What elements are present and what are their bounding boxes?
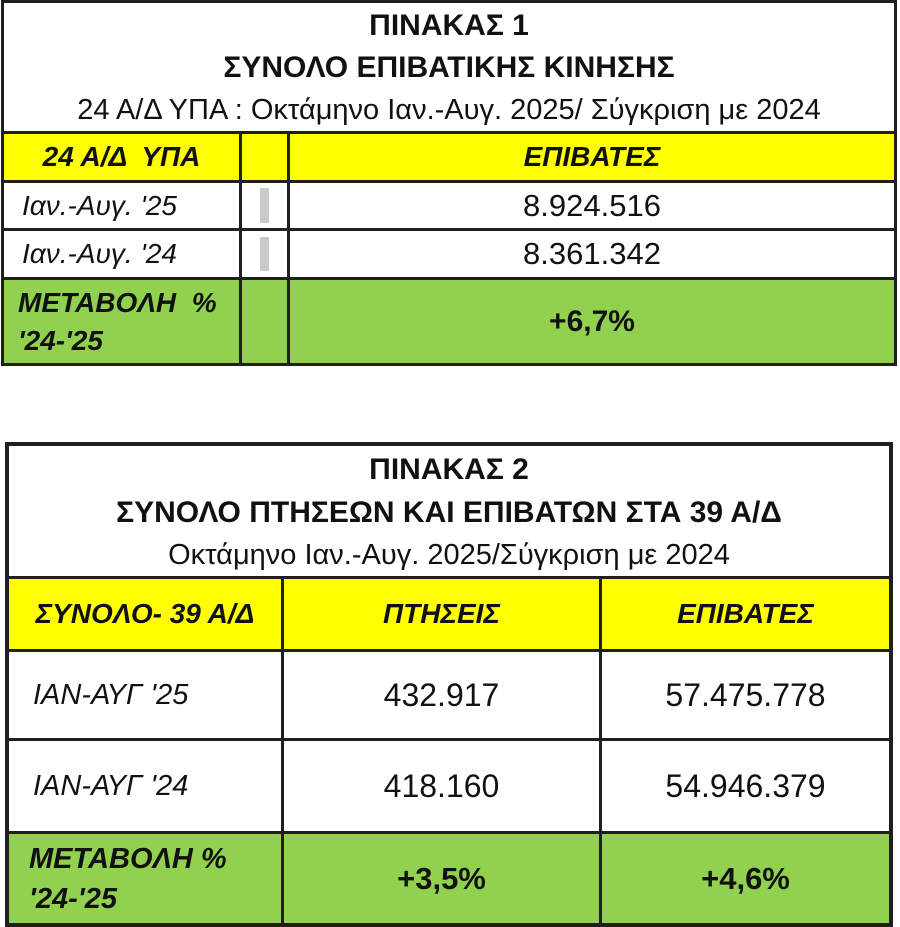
table2-title-block: ΠΙΝΑΚΑΣ 2 ΣΥΝΟΛΟ ΠΤΗΣΕΩΝ ΚΑΙ ΕΠΙΒΑΤΩΝ ΣΤ… bbox=[9, 446, 889, 576]
table2-header-flights: ΠΤΗΣΕΙΣ bbox=[284, 579, 599, 649]
table1-row-2025-spacer bbox=[242, 183, 287, 228]
table1-change-label-line2: '24-'25 bbox=[18, 324, 103, 356]
table1-header-spacer bbox=[242, 134, 287, 180]
table2-row-2025-passengers: 57.475.778 bbox=[602, 652, 889, 738]
table2-subtitle-period: Οκτάμηνο Ιαν.-Αυγ. 2025/Σύγκριση με 2024 bbox=[168, 539, 730, 571]
table2-header-total: ΣΥΝΟΛΟ- 39 Α/Δ bbox=[9, 579, 281, 649]
table2-row-2024-flights: 418.160 bbox=[284, 741, 599, 831]
table1-passenger-traffic: ΠΙΝΑΚΑΣ 1 ΣΥΝΟΛΟ ΕΠΙΒΑΤΙΚΗΣ ΚΙΝΗΣΗΣ 24 Α… bbox=[1, 0, 897, 366]
table1-change-label: ΜΕΤΑΒΟΛΗ % '24-'25 bbox=[4, 280, 239, 363]
vertical-gray-marker bbox=[260, 236, 269, 272]
table2-subtitle-main: ΣΥΝΟΛΟ ΠΤΗΣΕΩΝ ΚΑΙ ΕΠΙΒΑΤΩΝ ΣΤΑ 39 Α/Δ bbox=[116, 496, 782, 529]
table1-row-2024-spacer bbox=[242, 231, 287, 277]
table2-change-flights: +3,5% bbox=[284, 834, 599, 923]
table2-row-2024-label: ΙΑΝ-ΑΥΓ '24 bbox=[9, 741, 281, 831]
table1-row-2024-passengers: 8.361.342 bbox=[290, 231, 894, 277]
vertical-gray-marker bbox=[260, 188, 269, 223]
table2-change-label: ΜΕΤΑΒΟΛΗ % '24-'25 bbox=[9, 834, 281, 923]
table1-row-2025-passengers: 8.924.516 bbox=[290, 183, 894, 228]
table2-header-passengers: ΕΠΙΒΑΤΕΣ bbox=[602, 579, 889, 649]
table1-change-passengers: +6,7% bbox=[290, 280, 894, 363]
table1-change-spacer bbox=[242, 280, 287, 363]
table1-row-2024-label: Ιαν.-Αυγ. '24 bbox=[4, 231, 239, 277]
table2-change-label-line1: ΜΕΤΑΒΟΛΗ % bbox=[29, 842, 227, 875]
table1-header-airports: 24 Α/Δ ΥΠΑ bbox=[4, 134, 239, 180]
table1-title-block: ΠΙΝΑΚΑΣ 1 ΣΥΝΟΛΟ ΕΠΙΒΑΤΙΚΗΣ ΚΙΝΗΣΗΣ 24 Α… bbox=[4, 3, 894, 131]
table1-change-label-line1: ΜΕΤΑΒΟΛΗ % bbox=[18, 286, 217, 318]
table2-change-label-line2: '24-'25 bbox=[29, 882, 117, 915]
table2-row-2025-label: ΙΑΝ-ΑΥΓ '25 bbox=[9, 652, 281, 738]
table1-subtitle-main: ΣΥΝΟΛΟ ΕΠΙΒΑΤΙΚΗΣ ΚΙΝΗΣΗΣ bbox=[223, 51, 675, 84]
table1-title: ΠΙΝΑΚΑΣ 1 bbox=[369, 9, 529, 42]
table2-row-2024-passengers: 54.946.379 bbox=[602, 741, 889, 831]
table2-change-passengers: +4,6% bbox=[602, 834, 889, 923]
table2-title: ΠΙΝΑΚΑΣ 2 bbox=[369, 453, 529, 486]
table1-subtitle-period: 24 Α/Δ ΥΠΑ : Οκτάμηνο Ιαν.-Αυγ. 2025/ Σύ… bbox=[77, 94, 821, 126]
table2-flights-passengers: ΠΙΝΑΚΑΣ 2 ΣΥΝΟΛΟ ΠΤΗΣΕΩΝ ΚΑΙ ΕΠΙΒΑΤΩΝ ΣΤ… bbox=[5, 442, 893, 927]
table1-header-passengers: ΕΠΙΒΑΤΕΣ bbox=[290, 134, 894, 180]
table2-row-2025-flights: 432.917 bbox=[284, 652, 599, 738]
table1-row-2025-label: Ιαν.-Αυγ. '25 bbox=[4, 183, 239, 228]
